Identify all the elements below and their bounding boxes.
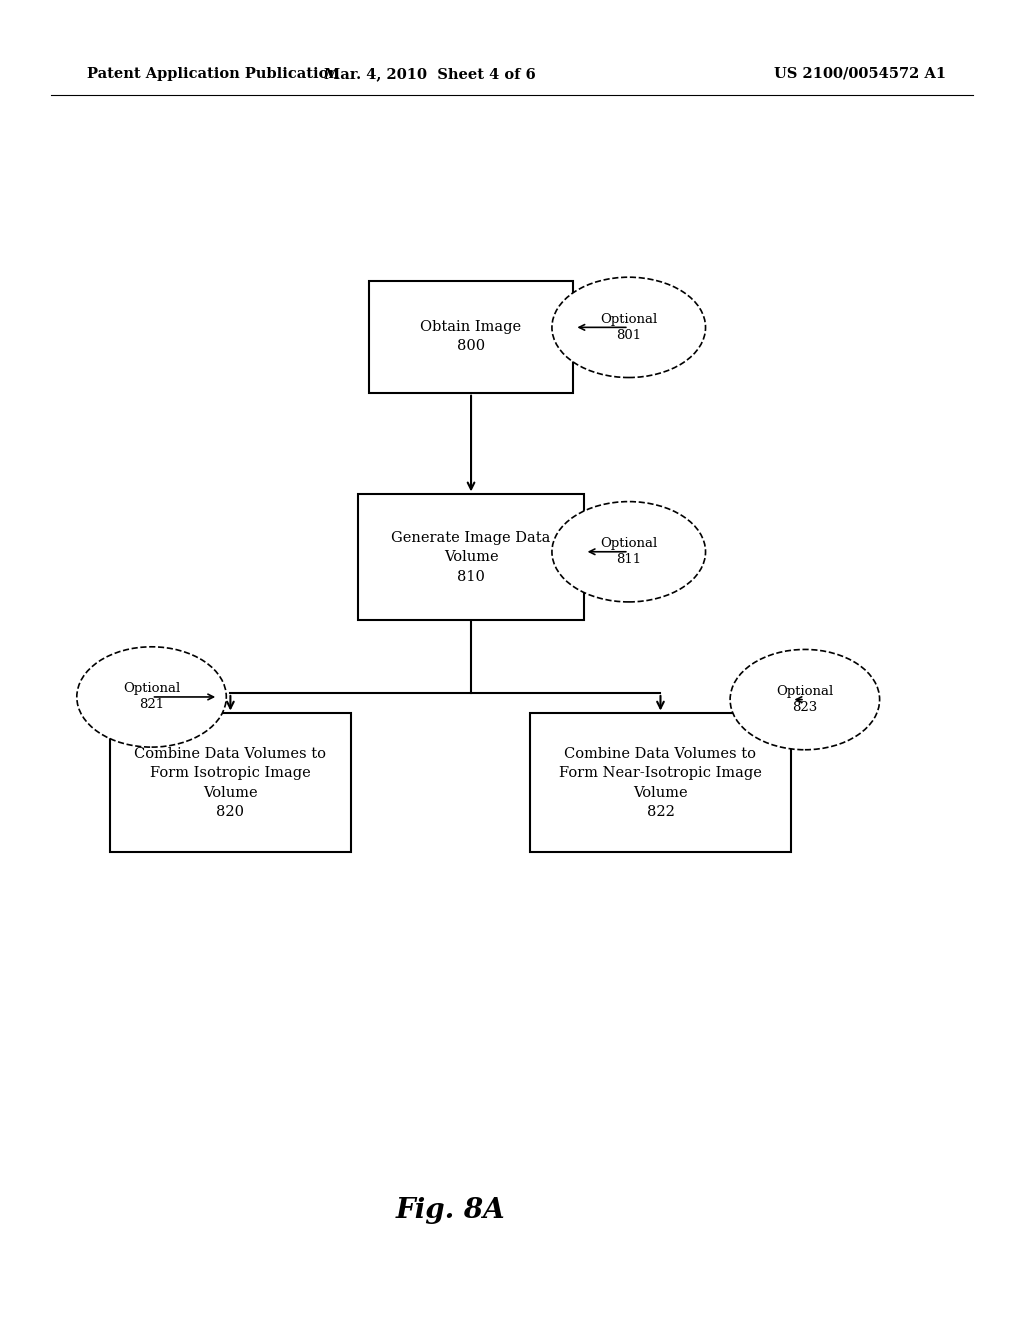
Text: Combine Data Volumes to
Form Near-Isotropic Image
Volume
822: Combine Data Volumes to Form Near-Isotro… xyxy=(559,747,762,818)
Text: Optional
821: Optional 821 xyxy=(123,682,180,711)
Ellipse shape xyxy=(552,277,706,378)
Text: Optional
811: Optional 811 xyxy=(600,537,657,566)
Text: Patent Application Publication: Patent Application Publication xyxy=(87,67,339,81)
FancyBboxPatch shape xyxy=(111,713,350,853)
Text: Obtain Image
800: Obtain Image 800 xyxy=(421,319,521,354)
Text: Combine Data Volumes to
Form Isotropic Image
Volume
820: Combine Data Volumes to Form Isotropic I… xyxy=(134,747,327,818)
Ellipse shape xyxy=(552,502,706,602)
FancyBboxPatch shape xyxy=(358,495,584,620)
Text: Mar. 4, 2010  Sheet 4 of 6: Mar. 4, 2010 Sheet 4 of 6 xyxy=(325,67,536,81)
Text: Fig. 8A: Fig. 8A xyxy=(395,1197,506,1224)
Text: US 2100/0054572 A1: US 2100/0054572 A1 xyxy=(774,67,946,81)
FancyBboxPatch shape xyxy=(369,281,573,393)
Ellipse shape xyxy=(77,647,226,747)
Ellipse shape xyxy=(730,649,880,750)
Text: Optional
801: Optional 801 xyxy=(600,313,657,342)
FancyBboxPatch shape xyxy=(530,713,792,853)
Text: Optional
823: Optional 823 xyxy=(776,685,834,714)
Text: Generate Image Data
Volume
810: Generate Image Data Volume 810 xyxy=(391,531,551,583)
